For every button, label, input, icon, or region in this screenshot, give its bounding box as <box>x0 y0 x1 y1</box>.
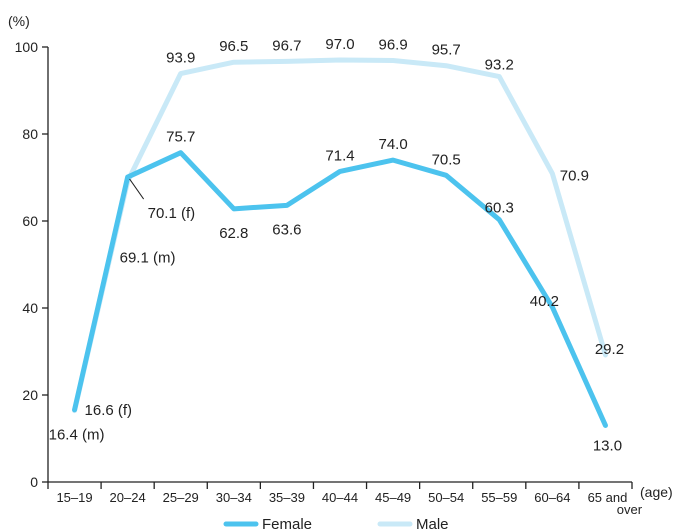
legend: Female Male <box>223 516 449 532</box>
x-tick-label: 45–49 <box>375 490 411 505</box>
data-label: 93.9 <box>166 50 195 67</box>
data-label: 95.7 <box>432 42 461 59</box>
series-line-male <box>72 57 608 414</box>
x-tick-label: 30–34 <box>216 490 252 505</box>
y-tick-label: 80 <box>22 126 38 142</box>
y-tick-label: 0 <box>30 474 38 490</box>
data-label: 96.7 <box>272 37 301 54</box>
x-tick-label: 60–64 <box>534 490 570 505</box>
data-label: 75.7 <box>166 129 195 146</box>
y-tick-label: 40 <box>22 300 38 316</box>
x-tick-label: 15–19 <box>56 490 92 505</box>
x-tick-label: 55–59 <box>481 490 517 505</box>
data-label: 40.2 <box>530 293 559 310</box>
x-tick-label: 25–29 <box>163 490 199 505</box>
data-label: 60.3 <box>485 200 514 217</box>
data-label: 96.9 <box>378 36 407 53</box>
x-axis-unit-label: (age) <box>640 484 673 500</box>
data-label: 71.4 <box>325 147 354 164</box>
data-label: 63.6 <box>272 221 301 238</box>
data-label: 97.0 <box>325 36 354 53</box>
series-layer <box>72 57 608 428</box>
y-tick-label: 20 <box>22 387 38 403</box>
y-tick-label: 60 <box>22 213 38 229</box>
data-labels: 16.6 (f) 16.4 (m) 70.1 (f) 69.1 (m) 75.7 62.8… <box>49 36 624 454</box>
x-tick-label: 20–24 <box>110 490 146 505</box>
data-label: 70.9 <box>560 168 589 185</box>
data-label: 13.0 <box>593 437 622 454</box>
x-tick-label: 65 and <box>588 490 628 505</box>
data-label: 16.4 (m) <box>49 427 105 444</box>
leader-line <box>129 178 145 200</box>
data-label: 70.5 <box>432 151 461 168</box>
axes: 0 20 40 60 80 100 15–19 20–24 25–29 30–34 35–39 40–… <box>15 39 643 517</box>
data-label: 93.2 <box>485 57 514 74</box>
series-line-female <box>72 150 608 428</box>
data-label: 29.2 <box>595 341 624 358</box>
legend-label-male: Male <box>416 516 449 532</box>
data-label: 74.0 <box>378 136 407 153</box>
x-tick-label-line2: over <box>617 502 643 517</box>
x-tick-label: 40–44 <box>322 490 358 505</box>
legend-label-female: Female <box>262 516 312 532</box>
data-label: 69.1 (m) <box>120 249 176 266</box>
data-label: 16.6 (f) <box>85 402 133 419</box>
x-tick-label: 50–54 <box>428 490 464 505</box>
y-tick-label: 100 <box>15 39 39 55</box>
data-label: 62.8 <box>219 225 248 242</box>
y-axis-label: (%) <box>8 13 30 29</box>
x-tick-label: 35–39 <box>269 490 305 505</box>
data-label: 96.5 <box>219 38 248 55</box>
data-label: 70.1 (f) <box>148 205 196 222</box>
